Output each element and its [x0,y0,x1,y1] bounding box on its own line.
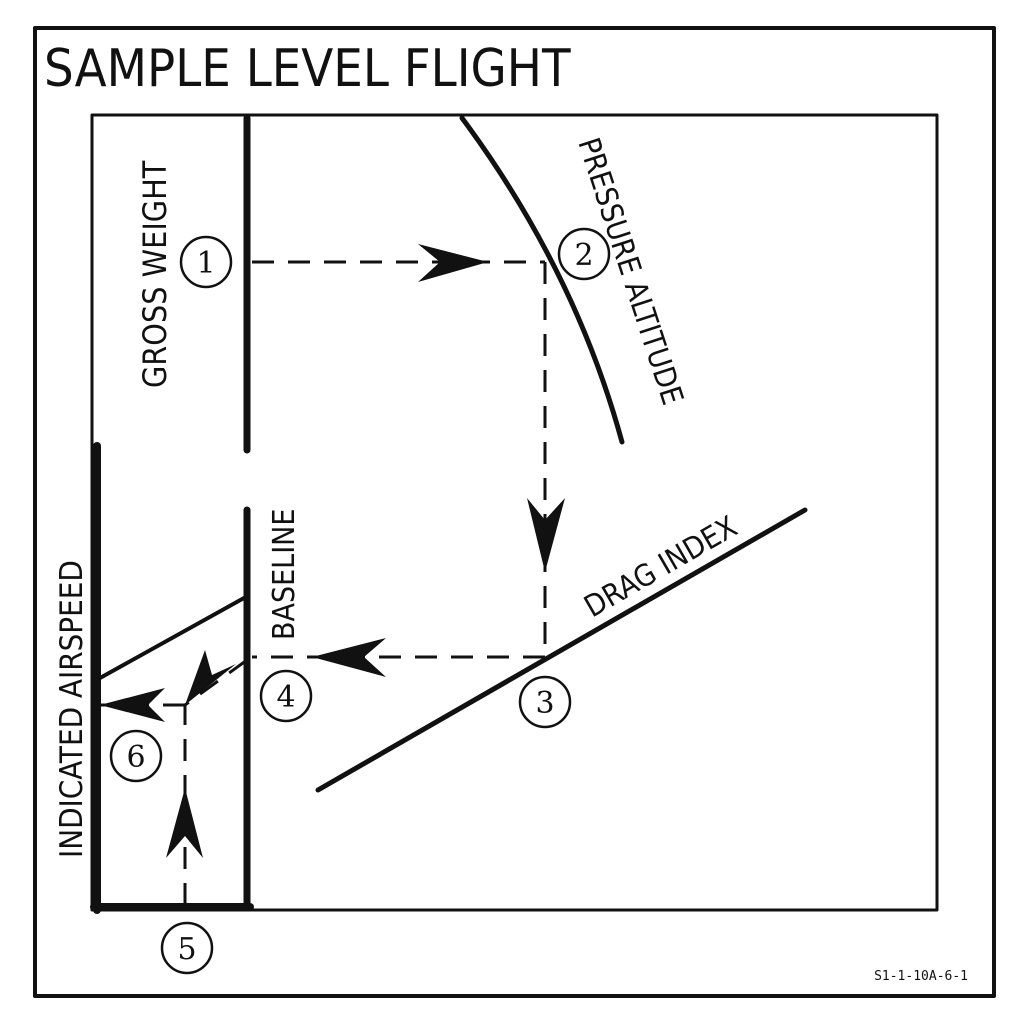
drag-index-label: DRAG INDEX [579,510,744,625]
arrow-right [418,244,488,282]
svg-text:4: 4 [276,680,295,715]
step-marker-1: 1 [179,235,233,289]
diagram-title: SAMPLE LEVEL FLIGHT [44,39,571,99]
step-marker-6: 6 [109,729,163,783]
svg-text:5: 5 [177,932,196,967]
chart-frame [90,113,939,912]
gross-weight-label: GROSS WEIGHT [136,160,174,388]
arrow-up [166,788,203,858]
step-marker-3: 3 [518,675,572,729]
step-marker-2: 2 [557,227,611,281]
indicated-airspeed-label: INDICATED AIRSPEED [54,560,90,858]
drag-index-line [315,507,808,793]
guide-diagonal-line [98,596,246,680]
pressure-altitude-curve [459,115,625,445]
svg-text:6: 6 [126,740,145,775]
svg-text:1: 1 [196,246,215,281]
baseline-label: BASELINE [267,509,302,640]
outer-frame [33,26,996,998]
svg-text:2: 2 [574,238,593,273]
step-marker-4: 4 [259,669,313,723]
arrow-diagonal [185,650,236,705]
arrow-down [527,498,565,572]
path-step4-to-step6 [184,658,248,707]
arrow-left-airspeed [100,688,165,722]
step-marker-5: 5 [160,921,214,975]
arrow-left [312,638,386,677]
figure-id: S1-1-10A-6-1 [874,969,968,984]
svg-text:3: 3 [535,686,554,721]
